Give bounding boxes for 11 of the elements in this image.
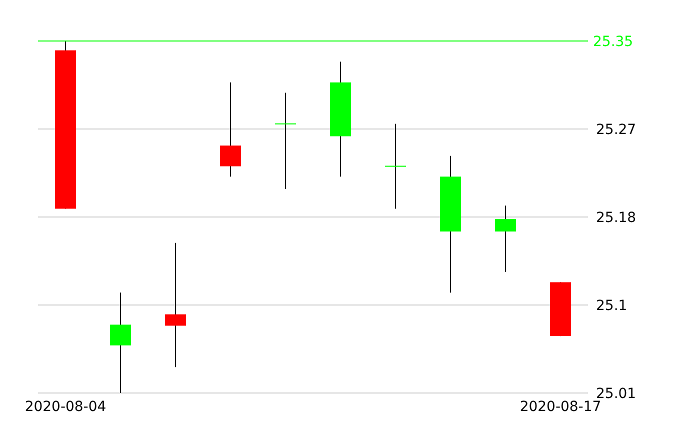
ref-line-label: 25.35 bbox=[593, 34, 634, 50]
candlestick bbox=[274, 92, 297, 190]
candlestick bbox=[110, 292, 132, 393]
y-tick-label: 25.1 bbox=[596, 298, 628, 314]
candlestick bbox=[384, 123, 407, 210]
x-tick-label: 2020-08-04 bbox=[24, 398, 106, 415]
candlestick bbox=[495, 205, 516, 272]
y-tick-label: 25.18 bbox=[596, 210, 636, 226]
candlestick bbox=[220, 82, 242, 178]
candlestick bbox=[165, 242, 186, 368]
y-tick-label: 25.27 bbox=[596, 122, 636, 138]
